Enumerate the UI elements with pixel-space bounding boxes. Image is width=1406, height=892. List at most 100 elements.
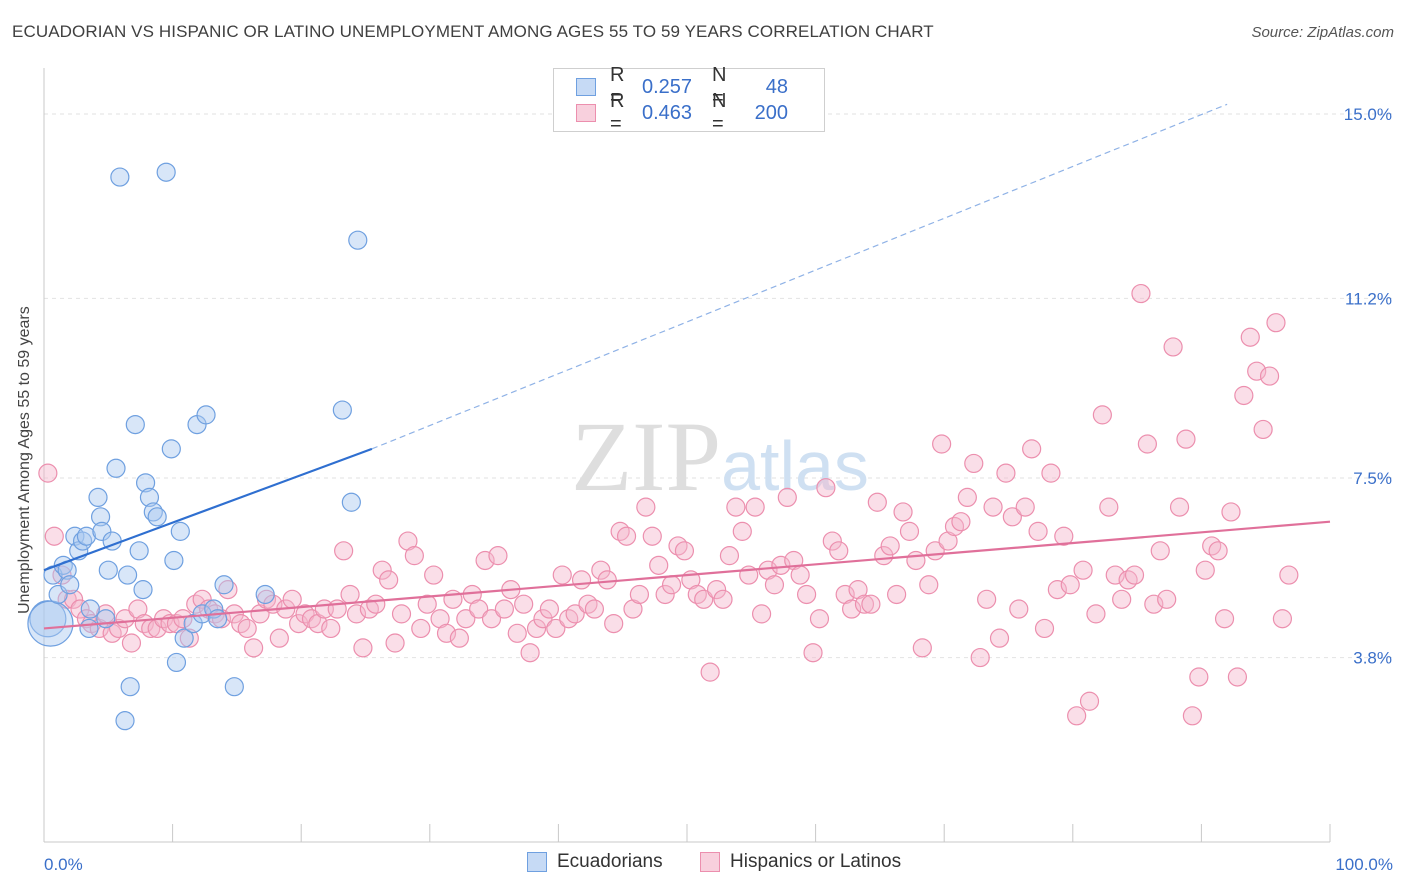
data-point	[379, 570, 399, 590]
data-point	[1092, 405, 1112, 425]
data-point	[977, 589, 997, 609]
data-point	[488, 546, 508, 566]
data-point	[1009, 599, 1029, 619]
data-point	[1279, 565, 1299, 585]
data-point	[822, 531, 842, 551]
data-point	[156, 162, 176, 182]
data-point	[166, 652, 187, 673]
data-point	[341, 492, 361, 512]
data-point	[1047, 580, 1067, 600]
data-point	[334, 541, 354, 561]
data-point	[1189, 667, 1209, 687]
legend-r-value: 0.257	[642, 75, 693, 98]
data-point	[494, 599, 514, 619]
data-point	[919, 575, 939, 595]
bottom-legend-hispanics: Hispanics or Latinos	[700, 851, 901, 873]
data-point	[117, 565, 138, 585]
data-point	[133, 580, 153, 600]
data-point	[571, 570, 592, 590]
data-point	[255, 584, 275, 605]
data-point	[76, 526, 97, 546]
data-point	[110, 167, 130, 187]
data-point	[282, 589, 302, 609]
data-point	[88, 487, 108, 508]
data-point	[125, 414, 145, 435]
data-point	[1105, 565, 1125, 585]
y-tick-label: 15.0%	[1344, 105, 1392, 124]
chart-title: ECUADORIAN VS HISPANIC OR LATINO UNEMPLO…	[12, 22, 934, 41]
data-point	[796, 584, 817, 605]
data-point	[79, 618, 99, 639]
data-point	[732, 521, 752, 541]
trend-line	[43, 447, 373, 572]
data-point	[803, 643, 823, 663]
data-point	[44, 526, 64, 546]
data-point	[92, 521, 112, 541]
data-point	[63, 589, 84, 609]
data-point	[411, 618, 431, 639]
data-point	[1112, 589, 1132, 609]
data-point	[1208, 541, 1228, 561]
data-point	[147, 507, 167, 527]
data-point	[469, 599, 489, 619]
data-point	[121, 633, 142, 653]
data-point	[346, 604, 367, 624]
data-point	[60, 575, 80, 595]
data-point	[996, 463, 1016, 483]
data-point	[777, 487, 797, 508]
data-point	[655, 584, 675, 605]
data-point	[597, 570, 617, 590]
watermark-zip: ZIP	[571, 401, 721, 512]
data-point	[139, 487, 160, 508]
data-point	[893, 502, 913, 522]
data-point	[1157, 589, 1177, 609]
data-point	[1099, 497, 1119, 517]
data-point	[932, 434, 952, 454]
data-point	[1253, 419, 1273, 440]
data-point	[196, 405, 216, 425]
data-point	[1131, 283, 1151, 304]
data-point	[174, 628, 194, 648]
data-point	[1060, 575, 1080, 595]
data-point	[385, 633, 405, 653]
legend-n-value: 48	[765, 75, 788, 98]
data-point	[353, 638, 373, 658]
data-point	[1086, 604, 1106, 624]
data-point	[514, 594, 534, 614]
data-point	[816, 478, 836, 498]
data-point	[164, 550, 184, 571]
data-point	[340, 584, 360, 605]
data-point	[417, 594, 437, 614]
trend-layer	[43, 103, 1331, 630]
data-point	[1240, 327, 1260, 347]
data-point	[887, 584, 907, 605]
data-point	[1169, 497, 1190, 517]
data-point	[456, 609, 476, 629]
data-point	[636, 497, 656, 517]
data-point	[1137, 434, 1157, 454]
data-point	[1054, 526, 1074, 546]
data-point	[584, 599, 605, 619]
data-point	[899, 521, 920, 541]
data-point	[533, 609, 553, 629]
legend-r-value: 0.463	[642, 101, 693, 124]
data-point	[616, 526, 637, 546]
data-point	[674, 541, 695, 561]
data-point	[771, 555, 791, 575]
data-point	[507, 623, 527, 643]
legend-row-ecuadorians: R = 0.257 N = 48	[576, 64, 788, 109]
data-point	[135, 473, 156, 493]
legend-n-value: 200	[754, 101, 788, 124]
data-point	[951, 512, 971, 532]
data-point	[1073, 560, 1093, 580]
data-point	[391, 604, 412, 624]
data-point	[98, 560, 118, 580]
data-point	[957, 487, 977, 508]
data-point	[108, 618, 129, 639]
data-point	[90, 507, 111, 527]
data-point	[1195, 560, 1215, 580]
data-point	[694, 589, 714, 609]
data-point	[552, 565, 572, 585]
data-point	[269, 628, 289, 648]
y-tick-label: 11.2%	[1345, 289, 1392, 308]
